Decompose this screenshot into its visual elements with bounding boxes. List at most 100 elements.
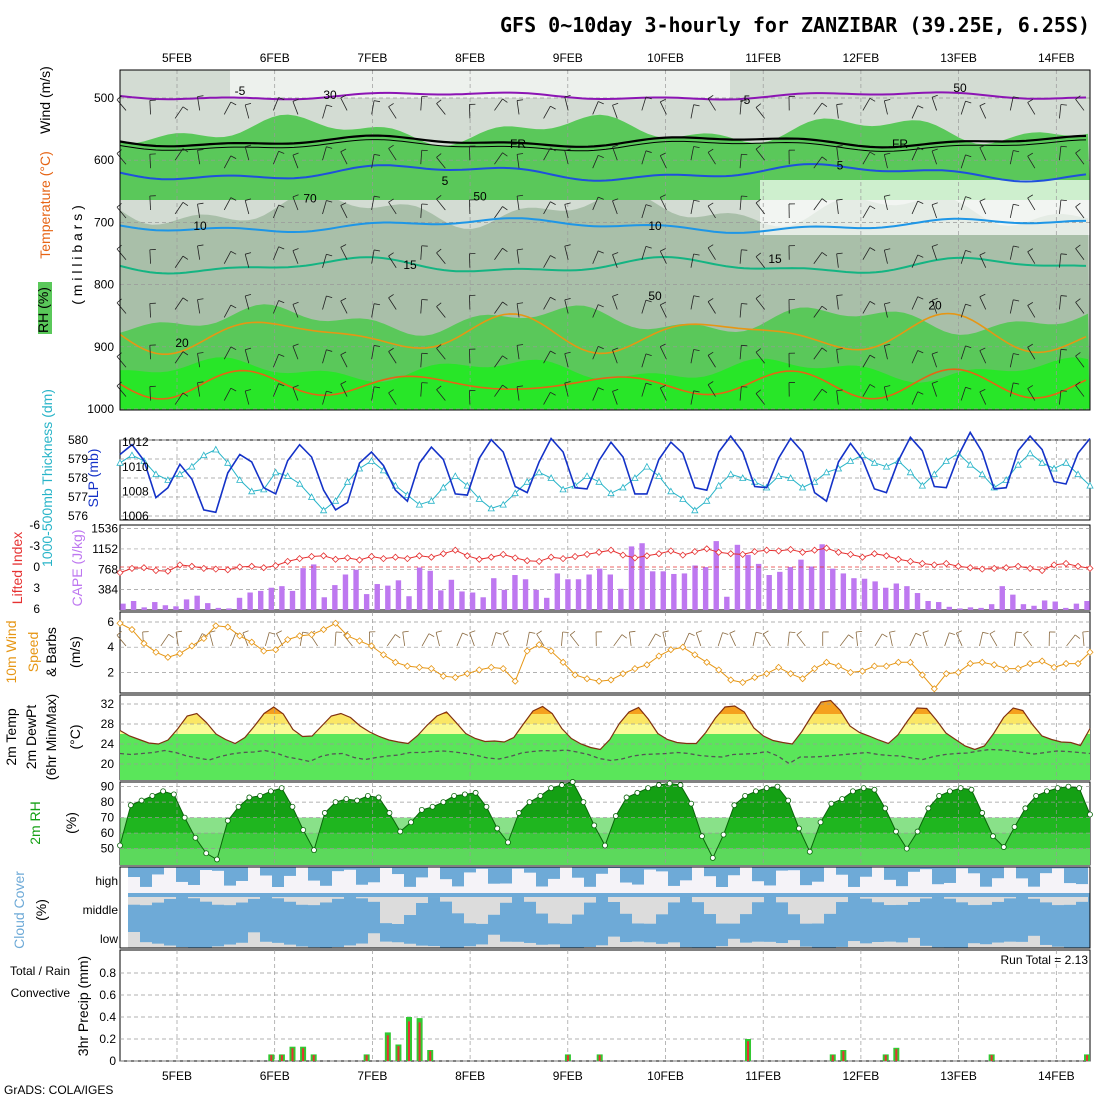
wind10m-point — [308, 631, 316, 639]
cloud-low-block — [656, 943, 668, 948]
cape-bar — [310, 564, 317, 610]
wind-barb — [326, 390, 333, 394]
rh2m-point — [925, 805, 932, 812]
rh2m-point — [990, 833, 996, 840]
rh2m-point — [160, 788, 167, 795]
wind-barb — [420, 150, 423, 165]
precip-convective-bar — [566, 1055, 569, 1061]
wind-barb — [517, 248, 524, 251]
wind10m-barb — [1023, 630, 1029, 635]
wind-barb — [436, 99, 442, 104]
contour-label: 15 — [403, 258, 417, 272]
wind-barb — [174, 202, 184, 215]
thickness-point — [224, 458, 232, 466]
wind-barb — [1013, 382, 1020, 385]
wind-barb — [494, 301, 503, 314]
wind10m-barb — [1082, 631, 1085, 646]
thickness-point — [882, 462, 891, 470]
cloud-high-block — [320, 867, 332, 886]
cape-bar — [363, 594, 370, 610]
cape-bar — [342, 574, 349, 610]
cloud-mid-block — [872, 897, 884, 903]
wind-barb — [116, 149, 122, 154]
rh2m-point — [224, 817, 231, 824]
wind10m-point — [355, 637, 364, 645]
wind-barb — [598, 345, 604, 350]
wind-barb — [230, 304, 237, 309]
cloud-mid-block — [224, 897, 236, 906]
cloud-low-block — [464, 946, 476, 948]
rh2m-point — [731, 802, 738, 809]
wind10m-line — [119, 622, 1091, 690]
wind-barb — [517, 385, 524, 388]
precip-convective-bar — [895, 1049, 898, 1061]
thickness-point — [343, 477, 352, 485]
cloud-mid-block — [740, 897, 752, 915]
thickness-point — [727, 470, 735, 478]
cape-bar — [332, 585, 338, 610]
thickness-point — [631, 474, 639, 481]
wind-barb — [149, 154, 151, 169]
precip-bars-group — [268, 1017, 1090, 1061]
wind10m-point — [667, 646, 675, 654]
thickness-point — [116, 458, 124, 466]
wind-barb — [278, 246, 285, 250]
cape-bar — [491, 578, 497, 610]
wind-barb — [1009, 245, 1014, 260]
cloud-high-block — [776, 867, 788, 871]
cloud-high-block — [260, 867, 272, 876]
wind-barb-group — [116, 194, 1085, 219]
cloud-mid-block — [320, 897, 332, 903]
rh2m-point — [267, 788, 274, 795]
wind-barb — [598, 154, 604, 159]
wind-barb — [690, 146, 695, 161]
cape-bar — [935, 602, 942, 610]
wind-barb — [182, 106, 189, 111]
wind-barb — [755, 351, 765, 364]
wind-barb — [911, 391, 919, 405]
wind-barb — [245, 198, 252, 201]
wind-barb — [516, 345, 520, 360]
wind10m-barb — [469, 632, 475, 647]
wind-barb — [388, 202, 397, 215]
precip-convective-bar — [418, 1022, 421, 1061]
x-tick-label-top: 8FEB — [455, 51, 485, 65]
cloud-mid-block — [752, 897, 764, 903]
wind-barb — [659, 346, 667, 360]
lifted-index-point — [308, 552, 316, 561]
wind-barb — [883, 386, 888, 401]
wind-barb — [659, 304, 667, 318]
lifted-index-point — [571, 552, 579, 561]
wind-barb — [641, 246, 647, 260]
wind-barb — [612, 200, 618, 215]
rh2m-point — [936, 793, 943, 799]
wind-barb — [612, 102, 619, 106]
thickness-point — [128, 451, 136, 459]
wind10m-point — [1074, 660, 1082, 668]
wind-barb — [388, 351, 397, 364]
rh2m-point — [429, 803, 436, 810]
thickness-point — [1062, 458, 1070, 466]
cloud-high-block — [176, 867, 188, 882]
wind-barb — [371, 100, 375, 115]
wind-barb — [707, 244, 714, 249]
x-tick-label-top: 12FEB — [843, 51, 880, 65]
lifted-index-point — [1074, 562, 1082, 570]
wind-barb — [979, 144, 986, 148]
cape-bar — [946, 606, 952, 610]
lifted-index-point — [176, 561, 184, 569]
wind-barb — [494, 355, 503, 368]
cape-bar — [713, 541, 719, 610]
cloud-low-block — [752, 941, 764, 948]
wind-barb — [707, 301, 716, 314]
wind-barb — [494, 206, 503, 219]
wind10m-point — [200, 634, 208, 642]
wind-barb — [979, 293, 986, 298]
wind-barb — [174, 255, 184, 268]
wind-barb — [884, 152, 891, 155]
cloud-mid-block — [404, 897, 416, 916]
wind-barb — [1009, 96, 1014, 111]
upper-wind-barbs-group — [116, 94, 1085, 405]
y-tick-label: 4 — [107, 640, 114, 654]
rh2m-point — [849, 788, 856, 795]
